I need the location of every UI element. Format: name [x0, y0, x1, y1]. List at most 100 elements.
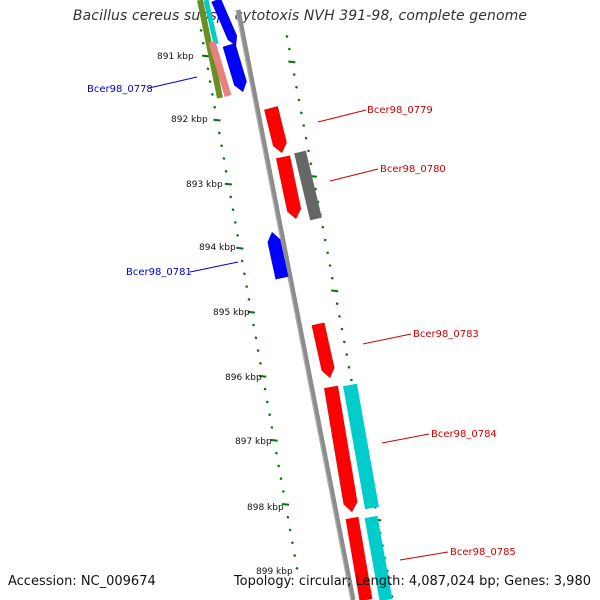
- map-title: Bacillus cereus subsp. cytotoxis NVH 391…: [72, 8, 528, 24]
- minor-tick: [295, 566, 299, 570]
- minor-tick: [270, 426, 274, 429]
- minor-tick: [206, 67, 210, 71]
- minor-tick: [213, 105, 217, 109]
- minor-tick: [285, 34, 289, 38]
- minor-tick: [338, 314, 341, 318]
- minor-tick: [321, 225, 325, 229]
- outer-ruler: [285, 34, 394, 598]
- leader-line: [317, 109, 367, 123]
- gene-bcer98-0784-red[interactable]: [323, 385, 358, 513]
- minor-tick: [220, 144, 224, 148]
- minor-tick: [277, 464, 281, 468]
- gene-bcer98-0780-red[interactable]: [275, 155, 302, 220]
- minor-tick: [242, 272, 246, 276]
- minor-tick: [254, 336, 258, 340]
- major-tick: [224, 182, 233, 186]
- minor-tick: [279, 477, 283, 481]
- minor-tick: [297, 98, 301, 102]
- minor-tick: [229, 195, 233, 199]
- minor-tick: [307, 149, 310, 153]
- minor-tick: [199, 28, 203, 32]
- major-tick: [247, 310, 255, 314]
- ruler-label: 892 kbp: [171, 115, 208, 125]
- gene-bcer98-0784: [343, 383, 379, 510]
- gene-bcer98-0778[interactable]: [222, 42, 248, 93]
- minor-tick: [217, 131, 221, 135]
- gene-label-bcer98-0778[interactable]: Bcer98_0778: [87, 84, 153, 95]
- ruler-label: 898 kbp: [247, 503, 284, 513]
- minor-tick: [304, 136, 308, 140]
- blue-gene-top[interactable]: [211, 0, 238, 47]
- major-tick: [331, 289, 339, 293]
- minor-tick: [299, 111, 303, 115]
- leader-line: [381, 433, 430, 444]
- minor-tick: [330, 276, 334, 280]
- major-tick: [201, 54, 210, 58]
- minor-tick: [201, 41, 205, 45]
- minor-tick: [349, 378, 353, 382]
- minor-tick: [342, 340, 346, 344]
- gene-bcer98-0780: [294, 150, 322, 221]
- ruler-label: 891 kbp: [157, 52, 194, 62]
- inner-ruler: [199, 28, 299, 570]
- major-tick: [236, 246, 244, 250]
- gene-bcer98-0783[interactable]: [311, 322, 335, 379]
- minor-tick: [245, 285, 249, 289]
- major-tick: [270, 438, 278, 442]
- leader-line: [399, 551, 449, 561]
- accession-text: Accession: NC_009674: [8, 574, 156, 589]
- leader-line: [148, 76, 198, 89]
- gene-label-bcer98-0781[interactable]: Bcer98_0781: [126, 267, 192, 278]
- minor-tick: [247, 297, 251, 301]
- ruler-label: 897 kbp: [235, 437, 272, 447]
- genome-backbone-highlight: [235, 9, 352, 600]
- ruler-label: 893 kbp: [186, 180, 223, 190]
- pink-gene-bar: [208, 41, 232, 97]
- major-tick: [213, 118, 221, 122]
- minor-tick: [258, 361, 262, 365]
- genome-backbone: [235, 9, 356, 600]
- ruler-label: 894 kbp: [199, 243, 236, 253]
- gene-label-bcer98-0783[interactable]: Bcer98_0783: [413, 329, 479, 340]
- gene-label-bcer98-0780[interactable]: Bcer98_0780: [380, 164, 446, 175]
- minor-tick: [295, 85, 298, 89]
- minor-tick: [222, 157, 226, 160]
- major-tick: [281, 503, 290, 506]
- minor-tick: [240, 259, 244, 263]
- gene-bcer98-0785: [364, 515, 393, 600]
- gene-bcer98-0779[interactable]: [263, 105, 288, 154]
- minor-tick: [265, 400, 269, 404]
- minor-tick: [293, 554, 297, 558]
- major-tick: [288, 60, 296, 64]
- leader-line: [329, 168, 379, 182]
- major-tick: [259, 374, 267, 378]
- minor-tick: [286, 515, 290, 519]
- minor-tick: [210, 92, 214, 96]
- minor-tick: [268, 413, 272, 417]
- gene-label-bcer98-0779[interactable]: Bcer98_0779: [367, 105, 433, 116]
- minor-tick: [208, 80, 212, 84]
- minor-tick: [233, 221, 237, 224]
- gene-label-bcer98-0784[interactable]: Bcer98_0784: [431, 429, 497, 440]
- topology-summary-text: Topology: circular; Length: 4,087,024 bp…: [233, 574, 591, 589]
- minor-tick: [287, 47, 291, 51]
- ruler-label: 899 kbp: [256, 567, 293, 577]
- minor-tick: [335, 302, 339, 306]
- minor-tick: [347, 365, 351, 369]
- minor-tick: [290, 541, 294, 545]
- minor-tick: [236, 233, 240, 237]
- minor-tick: [292, 73, 296, 77]
- minor-tick: [252, 323, 256, 327]
- gene-bcer98-0785-red: [345, 516, 373, 600]
- minor-tick: [340, 327, 344, 331]
- leader-line: [362, 333, 412, 345]
- gene-bcer98-0781[interactable]: [267, 231, 289, 280]
- labels-layer: 891 kbp 892 kbp 893 kbp 894 kbp 895 kbp 896 k…: [87, 52, 516, 577]
- minor-tick: [231, 208, 235, 212]
- label-leader-lines: [148, 76, 449, 561]
- gene-label-bcer98-0785[interactable]: Bcer98_0785: [450, 547, 516, 558]
- minor-tick: [288, 528, 292, 532]
- gene-features: [197, 0, 393, 600]
